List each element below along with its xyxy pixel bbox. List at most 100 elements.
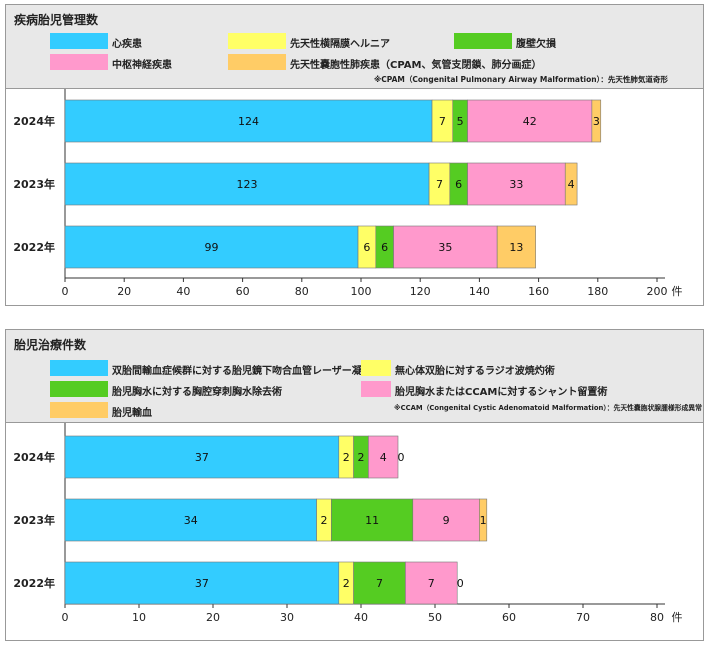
bar-segment [591,99,602,143]
data-label: 5 [457,115,464,128]
legend-label: 先天性嚢胞性肺疾患（CPAM、気管支閉鎖、肺分画症） [290,60,542,71]
category-label: 2024年 [13,114,55,128]
legend-label: 双胎間輸血症候群に対する胎児鏡下吻合血管レーザー凝固術 [112,366,382,377]
legend-swatch [361,381,391,397]
data-label: 7 [376,577,383,590]
data-label: 33 [509,178,523,191]
x-tick-label: 100 [351,285,372,298]
data-label: 35 [438,241,452,254]
bar-segment [405,561,458,605]
x-tick-label: 80 [650,611,664,624]
data-label: 7 [436,178,443,191]
legend-swatch [228,33,286,49]
legend-label: 先天性横隔膜ヘルニア [290,39,390,50]
x-tick-label: 0 [62,285,69,298]
bar-segment [64,162,430,206]
legend-swatch [50,360,108,376]
data-label: 124 [238,115,259,128]
x-axis-unit: 件 [672,611,683,624]
x-tick-label: 20 [206,611,220,624]
x-tick-label: 200 [647,285,668,298]
data-label: 99 [205,241,219,254]
bar-segment [564,162,578,206]
chart-title-2: 胎児治療件数 [14,338,87,352]
data-label: 4 [380,451,387,464]
legend-area-1: 疾病胎児管理数 心疾患 先天性横隔膜ヘルニア 腹壁欠損 中枢神経疾患 先天性嚢胞… [6,5,703,89]
legend-area-2: 胎児治療件数 双胎間輸血症候群に対する胎児鏡下吻合血管レーザー凝固術 無心体双胎… [6,330,703,423]
x-tick-label: 80 [295,285,309,298]
category-label: 2023年 [13,513,55,527]
data-label: 2 [343,451,350,464]
bar-segment [64,498,317,542]
data-label: 2 [321,514,328,527]
chart-panel-1: 疾病胎児管理数 心疾患 先天性横隔膜ヘルニア 腹壁欠損 中枢神経疾患 先天性嚢胞… [5,4,704,306]
data-label: 34 [184,514,198,527]
data-label: 37 [195,451,209,464]
category-label: 2022年 [13,576,55,590]
bar-segment [64,435,340,479]
x-tick-label: 160 [528,285,549,298]
x-tick-label: 60 [502,611,516,624]
data-label: 0 [457,577,464,590]
x-tick-label: 60 [236,285,250,298]
bar-segment [331,498,414,542]
bar-segment [467,99,593,143]
legend-label: 胎児胸水またはCCAMに対するシャント留置術 [395,387,608,398]
bar-segment [368,435,399,479]
data-label: 6 [363,241,370,254]
legend-swatch [50,402,108,418]
bar-segment [393,225,498,269]
x-tick-label: 50 [428,611,442,624]
x-tick-label: 40 [176,285,190,298]
x-axis-unit: 件 [672,285,683,298]
legend-swatch [50,54,108,70]
legend-label: 胎児胸水に対する胸腔穿刺胸水除去術 [112,387,282,398]
category-label: 2024年 [13,450,55,464]
legend-label: 腹壁欠損 [516,39,556,50]
chart-panel-2: 胎児治療件数 双胎間輸血症候群に対する胎児鏡下吻合血管レーザー凝固術 無心体双胎… [5,329,704,641]
bar-segment [467,162,566,206]
data-label: 3 [593,115,600,128]
legend-label: 中枢神経疾患 [112,60,172,71]
data-label: 6 [381,241,388,254]
category-label: 2023年 [13,177,55,191]
chart-note-1: ※CPAM（Congenital Pulmonary Airway Malfor… [374,75,668,84]
legend-swatch [50,381,108,397]
legend-swatch [361,360,391,376]
x-tick-label: 30 [280,611,294,624]
chart-note-2: ※CCAM（Congenital Cystic Adenomatoid Malf… [394,404,702,412]
data-label: 7 [439,115,446,128]
data-label: 7 [428,577,435,590]
data-label: 4 [568,178,575,191]
bar-segment [64,225,359,269]
x-tick-label: 10 [132,611,146,624]
data-label: 13 [509,241,523,254]
chart-title-1: 疾病胎児管理数 [14,13,99,27]
x-tick-label: 140 [469,285,490,298]
x-tick-label: 120 [410,285,431,298]
data-label: 9 [443,514,450,527]
data-label: 6 [455,178,462,191]
x-tick-label: 70 [576,611,590,624]
legend-label: 胎児輸血 [112,408,152,419]
bar-segment [496,225,536,269]
data-label: 11 [365,514,379,527]
data-label: 1 [480,514,487,527]
bar-segment [412,498,480,542]
data-label: 2 [343,577,350,590]
data-label: 37 [195,577,209,590]
x-tick-label: 40 [354,611,368,624]
legend-swatch [228,54,286,70]
x-tick-label: 20 [117,285,131,298]
legend-swatch [454,33,512,49]
data-label: 42 [523,115,537,128]
legend-swatch [50,33,108,49]
bar-segment [64,99,433,143]
x-tick-label: 180 [587,285,608,298]
bar-segment [479,498,488,542]
x-tick-label: 0 [62,611,69,624]
category-label: 2022年 [13,240,55,254]
data-label: 0 [398,451,405,464]
